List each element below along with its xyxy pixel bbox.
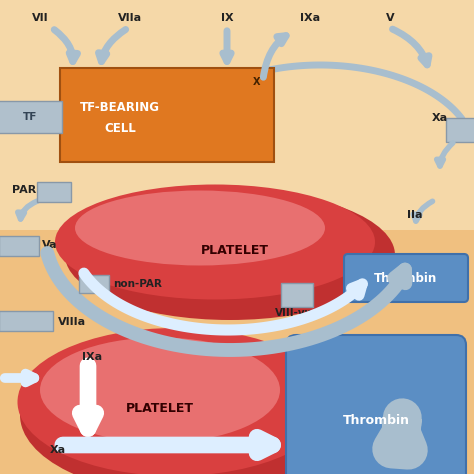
Text: V: V — [386, 13, 394, 23]
Text: Thrombin: Thrombin — [343, 413, 410, 427]
Text: TF-BEARING: TF-BEARING — [80, 100, 160, 113]
Text: PAR: PAR — [12, 185, 36, 195]
Text: IIa: IIa — [407, 210, 423, 220]
Bar — [0, 230, 474, 474]
Text: Thrombin: Thrombin — [374, 272, 438, 284]
Ellipse shape — [18, 328, 332, 474]
Text: IXa: IXa — [300, 13, 320, 23]
FancyBboxPatch shape — [446, 118, 474, 142]
Text: IXa: IXa — [82, 352, 102, 362]
Ellipse shape — [65, 190, 395, 320]
Text: Xa: Xa — [50, 445, 66, 455]
Text: VIIIa: VIIIa — [58, 317, 86, 327]
Text: VIII-vwf: VIII-vwf — [274, 308, 319, 318]
Text: non-PAR: non-PAR — [113, 279, 162, 289]
FancyBboxPatch shape — [0, 101, 62, 133]
Ellipse shape — [20, 335, 350, 474]
Ellipse shape — [75, 191, 325, 265]
Text: IX: IX — [221, 13, 233, 23]
Text: CELL: CELL — [104, 121, 136, 135]
FancyBboxPatch shape — [344, 254, 468, 302]
Text: VIIa: VIIa — [118, 13, 142, 23]
Text: X: X — [253, 77, 261, 87]
FancyBboxPatch shape — [37, 182, 71, 202]
Text: PLATELET: PLATELET — [201, 244, 269, 256]
Text: PLATELET: PLATELET — [126, 401, 194, 414]
FancyBboxPatch shape — [281, 283, 313, 307]
Ellipse shape — [55, 184, 375, 300]
FancyBboxPatch shape — [286, 335, 466, 474]
Ellipse shape — [40, 337, 280, 443]
Text: TF: TF — [23, 112, 37, 122]
Text: VII: VII — [32, 13, 48, 23]
FancyBboxPatch shape — [0, 311, 53, 331]
FancyBboxPatch shape — [60, 68, 274, 162]
FancyBboxPatch shape — [79, 275, 109, 293]
FancyBboxPatch shape — [0, 236, 39, 256]
Text: Xa: Xa — [432, 113, 448, 123]
Bar — [0, 0, 474, 230]
Text: Va: Va — [42, 240, 57, 250]
